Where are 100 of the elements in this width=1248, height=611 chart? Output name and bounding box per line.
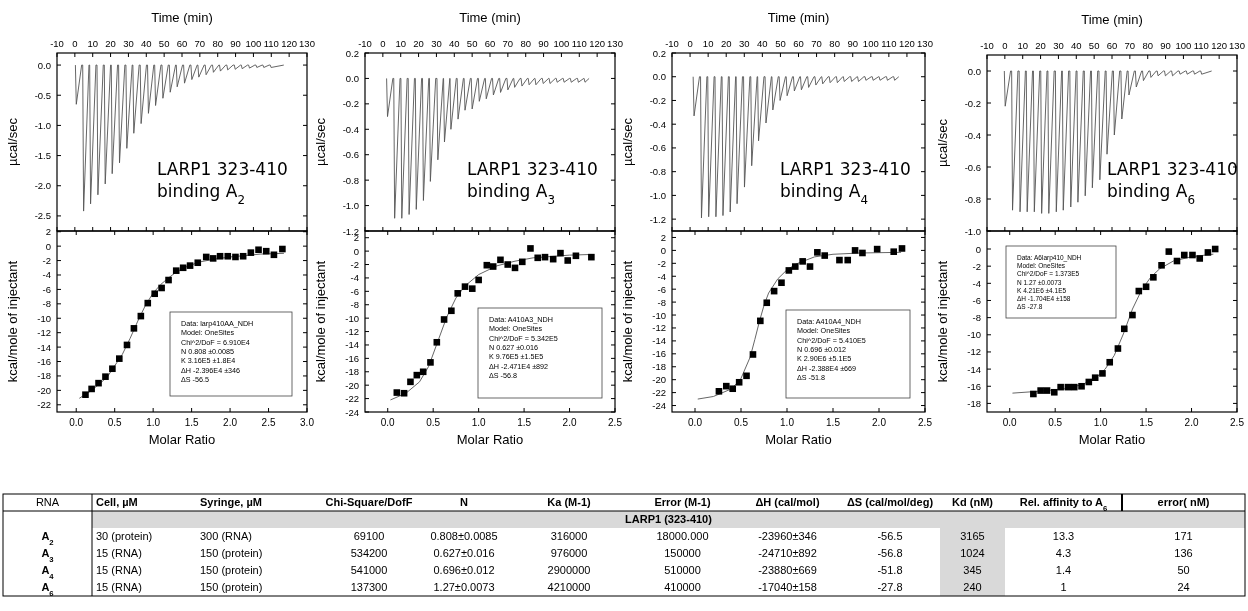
point xyxy=(791,263,799,270)
x-tick-label: 2.0 xyxy=(872,417,887,428)
y-tick-label: -18 xyxy=(967,397,981,409)
point xyxy=(262,247,270,255)
point xyxy=(763,299,771,307)
x-tick-label: 70 xyxy=(811,38,822,49)
x-tick-label: 2.0 xyxy=(223,417,238,428)
y-tick-label: -16 xyxy=(652,348,666,360)
point xyxy=(109,365,116,373)
x-tick-label: 1.0 xyxy=(1093,417,1109,428)
y-tick-label: -14 xyxy=(37,341,51,353)
x-tick-label: 80 xyxy=(520,38,531,49)
y-tick-label: -6 xyxy=(42,283,51,295)
x-axis-title: Molar Ratio xyxy=(456,432,524,447)
point xyxy=(844,256,852,264)
x-tick-label: 80 xyxy=(1142,40,1153,51)
y-tick-label: -14 xyxy=(967,363,981,375)
text: -56.5 xyxy=(877,530,903,542)
text: 345 xyxy=(963,564,982,576)
y-tick-label: 0.0 xyxy=(345,72,359,84)
category-label: A$_{6}$ xyxy=(41,581,54,598)
y-tick-label: -0.6 xyxy=(649,142,666,154)
y-tick-label: -2 xyxy=(350,259,359,271)
point xyxy=(95,379,102,387)
text: 69100 xyxy=(353,530,385,542)
x-tick-label: 90 xyxy=(847,38,858,49)
category-label: error( nM) xyxy=(1157,496,1210,508)
text: 136 xyxy=(1174,547,1193,559)
point xyxy=(194,259,202,267)
x-tick-label: 90 xyxy=(1160,40,1171,51)
point xyxy=(778,279,785,287)
x-tick-label: 20 xyxy=(1035,40,1046,51)
y-tick-label: -2 xyxy=(972,260,981,272)
point xyxy=(715,388,723,395)
y-tick-label: -0.8 xyxy=(964,193,981,205)
text: -56.8 xyxy=(877,547,903,559)
x-tick-label: 0.0 xyxy=(1002,417,1018,428)
x-tick-label: 10 xyxy=(1017,40,1028,51)
point xyxy=(186,262,194,269)
text: 3165 xyxy=(960,530,985,542)
text: 510000 xyxy=(664,564,701,576)
text: 4210000 xyxy=(547,581,591,593)
y-tick-label: -20 xyxy=(345,379,359,391)
x-tick-label: 20 xyxy=(720,38,732,49)
point xyxy=(1078,382,1085,390)
text: 150000 xyxy=(664,547,701,559)
point xyxy=(1057,383,1064,391)
y-tick-label: -0.5 xyxy=(34,89,51,101)
point xyxy=(419,368,427,376)
point xyxy=(216,252,224,260)
x-axis-title: Time (min) xyxy=(151,10,213,25)
text: 171 xyxy=(1174,530,1193,542)
text: 316000 xyxy=(550,530,588,542)
point xyxy=(898,245,906,252)
y-tick-label: -1.0 xyxy=(34,119,51,131)
point xyxy=(489,263,497,270)
x-tick-label: 130 xyxy=(299,38,315,49)
point xyxy=(1043,387,1051,394)
text: 1 xyxy=(1060,581,1067,593)
point xyxy=(151,290,158,298)
text: 410000 xyxy=(664,581,701,593)
point xyxy=(1129,311,1136,319)
x-tick-label: 10 xyxy=(702,38,714,49)
x-tick-label: 1.5 xyxy=(826,417,841,428)
x-tick-label: 70 xyxy=(1124,40,1136,51)
text: 137300 xyxy=(350,581,388,593)
point xyxy=(1099,370,1106,377)
point xyxy=(799,258,806,265)
y-tick-label: -12 xyxy=(37,327,51,339)
point xyxy=(1037,387,1044,394)
text: 2900000 xyxy=(547,564,591,576)
text: -27.8 xyxy=(877,581,903,593)
x-tick-label: 1.5 xyxy=(1139,417,1154,428)
y-tick-label: -0.4 xyxy=(342,123,359,135)
x-tick-label: 0 xyxy=(380,38,386,49)
point xyxy=(518,258,526,266)
x-tick-label: 0.0 xyxy=(380,417,396,428)
point xyxy=(407,378,414,386)
x-tick-label: 2.5 xyxy=(1230,417,1245,428)
point xyxy=(564,257,572,264)
x-tick-label: 50 xyxy=(1088,40,1100,51)
y-tick-label: -4 xyxy=(350,272,359,284)
point xyxy=(279,245,286,253)
x-tick-label: 60 xyxy=(484,38,496,49)
text: 150 (protein) xyxy=(200,581,263,593)
category-label: ΔS (cal/mol/deg) xyxy=(846,496,934,508)
y-tick-label: -22 xyxy=(345,393,359,405)
category-label: Rel. affinity to A$_{6}$ xyxy=(1019,496,1108,513)
text: 18000.000 xyxy=(656,530,709,542)
x-tick-label: 70 xyxy=(502,38,514,49)
point xyxy=(749,351,757,358)
x-tick-label: 80 xyxy=(212,38,223,49)
text: 240 xyxy=(963,581,982,593)
y-tick-label: -18 xyxy=(652,361,666,373)
x-tick-label: 90 xyxy=(538,38,549,49)
point xyxy=(400,389,408,397)
y-tick-label: 0.2 xyxy=(652,47,666,59)
point xyxy=(504,261,512,268)
x-tick-label: 130 xyxy=(607,38,623,49)
y-tick-label: -12 xyxy=(652,322,666,334)
